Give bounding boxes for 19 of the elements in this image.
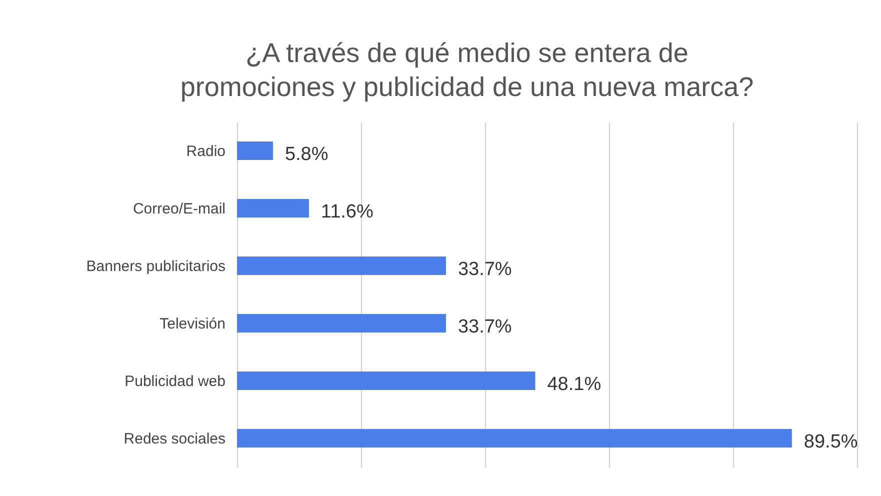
data-label: 5.8% bbox=[284, 144, 328, 165]
data-label: 89.5% bbox=[804, 431, 858, 452]
data-label: 33.7% bbox=[458, 316, 512, 338]
y-tick-label: Correo/E-mail bbox=[132, 200, 226, 218]
bar bbox=[237, 314, 446, 332]
bar bbox=[237, 199, 309, 218]
data-label: 11.6% bbox=[320, 201, 374, 222]
y-tick-label: Publicidad web bbox=[124, 372, 226, 390]
bar bbox=[237, 142, 273, 160]
data-label: 48.1% bbox=[547, 374, 602, 395]
bar bbox=[237, 429, 792, 448]
data-label: 33.7% bbox=[458, 258, 512, 280]
y-tick-label: Banners publicitarios bbox=[86, 258, 226, 275]
y-tick-label: Radio bbox=[186, 142, 226, 160]
bar bbox=[237, 372, 536, 390]
bar bbox=[237, 256, 446, 275]
y-tick-label: Televisión bbox=[160, 315, 226, 332]
chart-title: ¿A través de qué medio se entera de promociones y publicidad de una nueva marca? bbox=[180, 38, 754, 102]
y-tick-label: Redes sociales bbox=[124, 430, 226, 448]
